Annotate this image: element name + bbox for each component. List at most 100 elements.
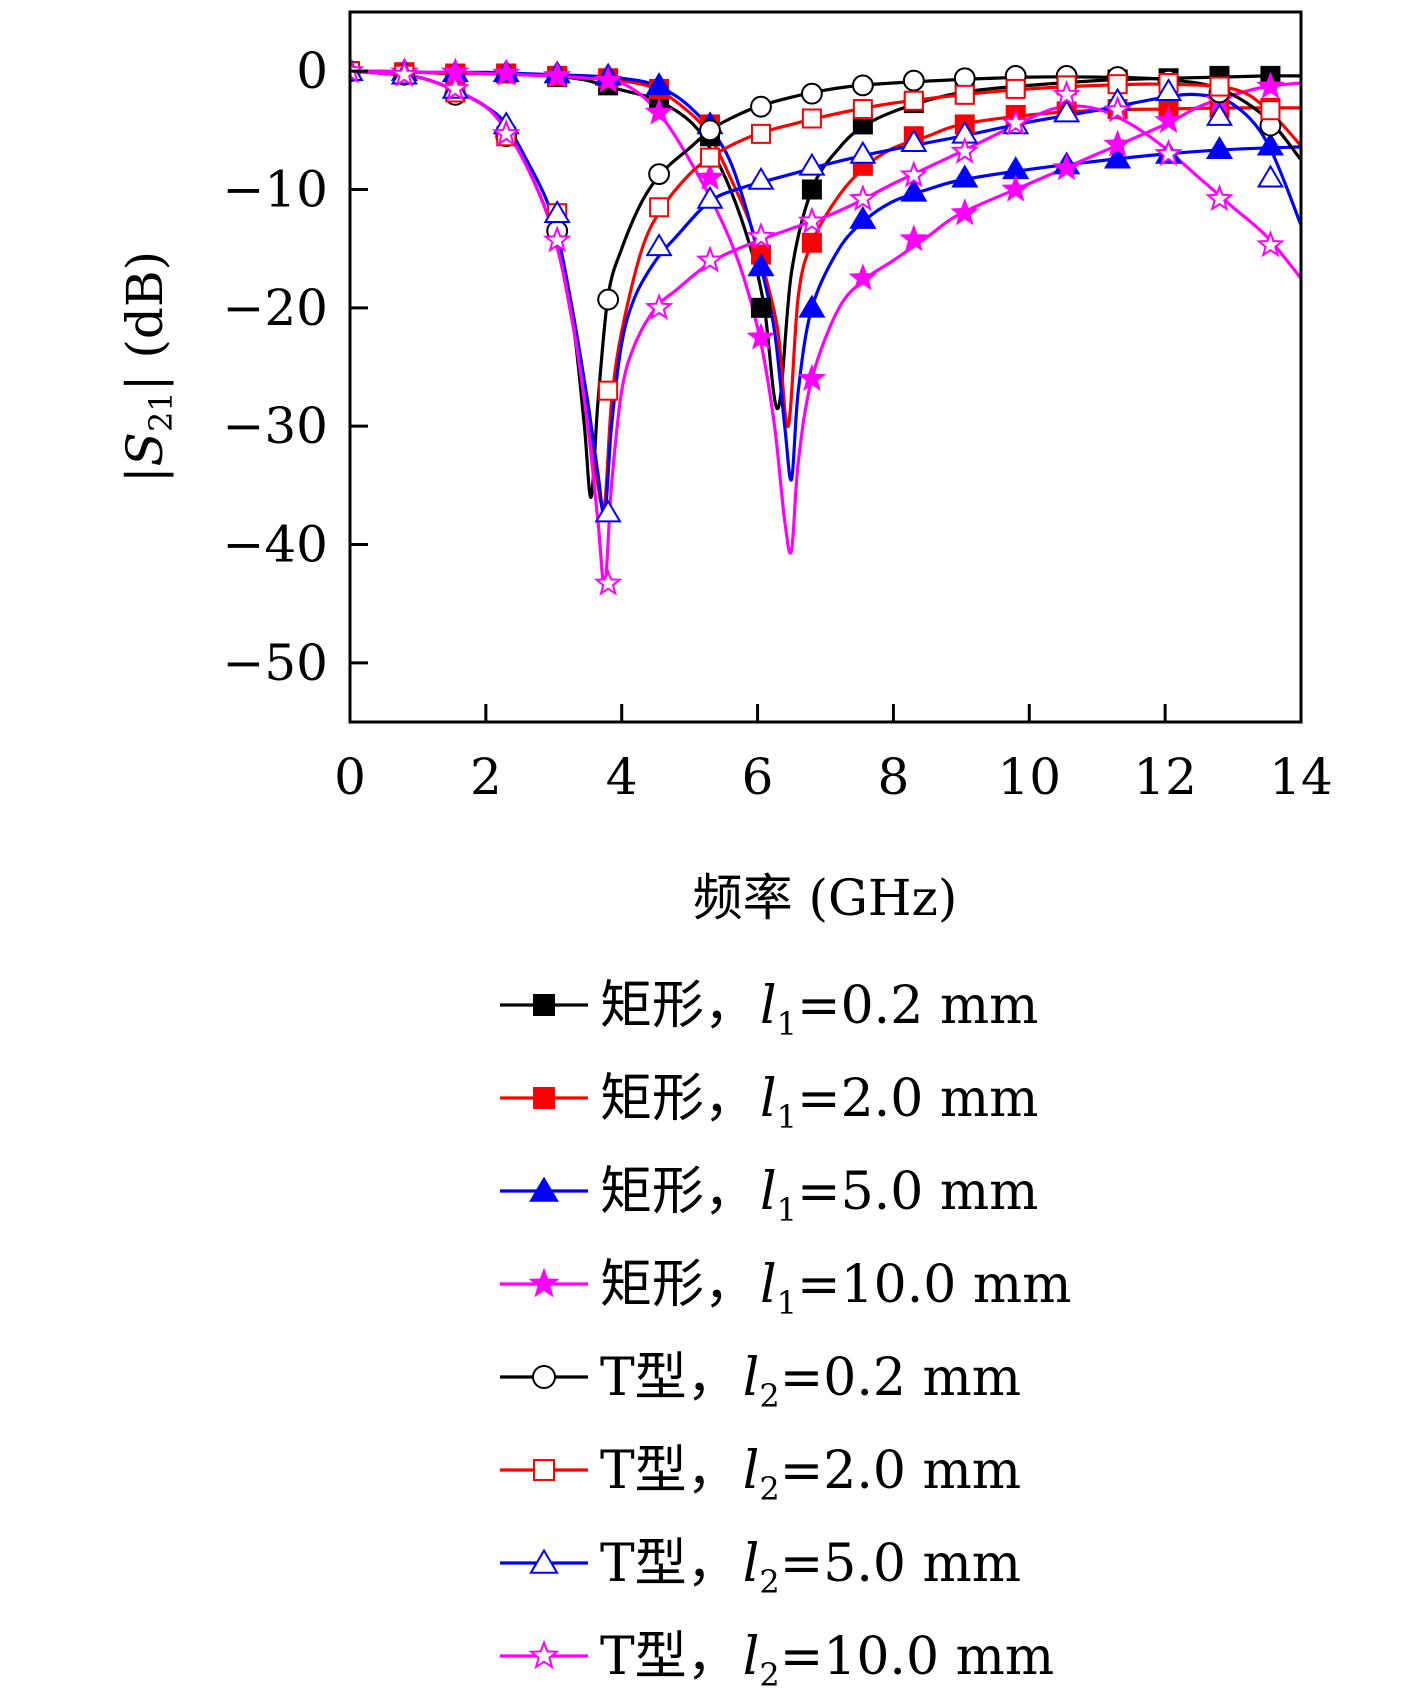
legend-marker	[533, 1087, 555, 1109]
y-tick-label: −20	[222, 279, 328, 337]
series-8-marker	[848, 183, 878, 212]
series-3-marker	[900, 178, 928, 202]
series-8-marker	[593, 568, 623, 596]
series-lines	[350, 69, 1301, 588]
series-3-marker	[1205, 136, 1234, 160]
y-axis-title-left: |	[116, 466, 174, 483]
series-line-7	[350, 69, 1301, 518]
legend-label: 矩形，l1=2.0 mm	[600, 1069, 1038, 1136]
series-8-marker	[1205, 183, 1234, 212]
series-5-marker	[648, 163, 670, 186]
series-1-marker	[801, 179, 822, 200]
x-tick-label: 12	[1133, 748, 1197, 806]
series-7-marker	[645, 233, 673, 257]
series-6-marker	[903, 90, 924, 111]
series-6-marker	[801, 108, 822, 129]
y-tick-label: −40	[222, 516, 328, 574]
legend-entry-1: 矩形，l1=0.2 mm	[500, 976, 1038, 1043]
series-8-marker	[491, 118, 521, 147]
legend-entry-2: 矩形，l1=2.0 mm	[500, 1069, 1038, 1136]
series-7-marker	[1154, 78, 1183, 102]
series-4-marker	[1103, 129, 1132, 157]
series-7-marker	[594, 499, 622, 523]
series-7-marker	[1053, 99, 1081, 123]
series-7-marker	[1205, 102, 1234, 126]
legend-marker	[533, 1459, 555, 1481]
series-8-marker	[950, 136, 980, 164]
series-1-marker	[750, 297, 771, 318]
series-4-marker	[593, 65, 623, 93]
legend-entry-3: 矩形，l1=5.0 mm	[500, 1162, 1038, 1229]
series-4-marker	[848, 263, 878, 291]
series-line-6	[350, 69, 1301, 511]
series-8-marker	[695, 245, 725, 273]
series-4-marker	[644, 97, 674, 125]
series-8-marker	[390, 59, 419, 87]
series-3-marker	[798, 294, 826, 318]
legend-marker	[529, 1548, 559, 1574]
series-3-marker	[951, 164, 979, 188]
series-2-marker	[801, 232, 822, 253]
legend-label: 矩形，l1=5.0 mm	[600, 1162, 1038, 1229]
series-8-marker	[899, 160, 929, 188]
legend-label: T型，l2=2.0 mm	[600, 1441, 1021, 1508]
y-axis-title-right: | (dB)	[116, 251, 174, 392]
series-3-marker	[1104, 145, 1132, 169]
series-3-marker	[849, 205, 877, 229]
series-4-marker	[1154, 105, 1183, 134]
series-7-marker	[798, 152, 826, 176]
series-4-marker	[1052, 153, 1081, 181]
series-5-marker	[699, 119, 721, 142]
legend-label: T型，l2=10.0 mm	[600, 1627, 1054, 1694]
series-6-marker	[1260, 100, 1281, 121]
y-axis-title-subscript: 21	[142, 391, 180, 432]
series-7-marker	[543, 199, 571, 223]
series-7-marker	[900, 128, 928, 152]
series-8-marker	[542, 225, 572, 253]
series-6-marker	[852, 99, 873, 120]
series-5-marker	[597, 288, 620, 311]
y-axis-title-symbol: S	[116, 432, 174, 466]
x-tick-label: 10	[997, 748, 1061, 806]
series-8-marker	[746, 221, 776, 250]
series-4-marker	[899, 224, 929, 252]
series-line-2	[350, 69, 1301, 428]
series-8-marker	[797, 206, 827, 234]
legend-entry-7: T型，l2=5.0 mm	[500, 1534, 1021, 1601]
series-6-marker	[649, 197, 670, 218]
legend-entry-5: T型，l2=0.2 mm	[500, 1348, 1021, 1415]
series-6-marker	[954, 84, 975, 105]
series-5-marker	[851, 74, 874, 97]
legend-marker	[533, 994, 555, 1016]
series-4-marker	[950, 198, 980, 226]
series-4-marker	[1001, 174, 1031, 202]
y-axis-ticks: 0 −10 −20 −30 −40 −50	[222, 42, 368, 692]
series-8-marker	[644, 292, 674, 321]
series-8-marker	[1001, 108, 1031, 136]
series-8-marker	[1256, 230, 1285, 258]
series-8-marker	[1052, 79, 1081, 108]
series-5-marker	[902, 69, 925, 92]
series-markers-6	[350, 61, 1281, 401]
series-6-marker	[1005, 78, 1026, 99]
plot-frame	[348, 10, 1303, 724]
x-tick-label: 0	[334, 748, 366, 806]
y-tick-label: −10	[222, 161, 328, 219]
series-line-4	[350, 69, 1301, 555]
series-6-marker	[1209, 76, 1230, 97]
x-tick-label: 14	[1269, 748, 1333, 806]
series-line-5	[350, 69, 1301, 499]
series-5-marker	[750, 95, 772, 118]
series-line-8	[350, 69, 1301, 588]
y-axis-title: |S21| (dB)	[116, 251, 180, 483]
series-markers	[350, 56, 1285, 596]
x-axis-title: 频率 (GHz)	[693, 869, 958, 927]
legend-label: 矩形，l1=10.0 mm	[600, 1255, 1072, 1322]
series-8-marker	[1154, 138, 1183, 167]
series-6-marker	[598, 380, 619, 401]
x-axis-ticks: 0 2 4 6 8 10 12 14	[334, 704, 1333, 806]
series-3-marker	[645, 72, 673, 96]
legend-label: 矩形，l1=0.2 mm	[600, 976, 1038, 1043]
legend-entry-4: 矩形，l1=10.0 mm	[500, 1255, 1072, 1322]
